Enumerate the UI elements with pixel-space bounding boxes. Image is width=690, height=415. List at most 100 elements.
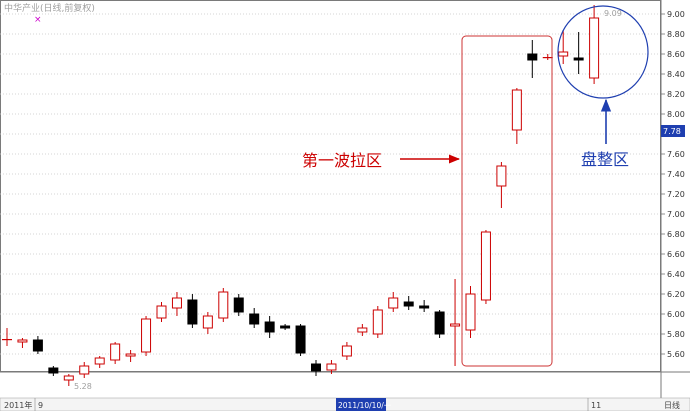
high-price-label: 9.09 [604, 9, 622, 18]
ytick-label: 7.20 [667, 190, 685, 199]
ytick-label: 7.40 [667, 170, 685, 179]
candle [2, 328, 12, 346]
ytick-label: 6.40 [667, 270, 685, 279]
candle [434, 310, 445, 338]
candle-body-down [233, 297, 244, 313]
candle [542, 54, 553, 60]
candle-body-up [218, 291, 229, 319]
candle-body-up [125, 353, 136, 357]
xaxis-date: 2011/10/10/一 [338, 401, 392, 410]
candle [280, 324, 291, 330]
candle-body-up [341, 345, 352, 357]
candle-body-up [94, 357, 105, 365]
candle [419, 300, 430, 312]
candle-body-down [311, 363, 321, 372]
candle [450, 279, 461, 366]
candle-body-down [32, 339, 43, 352]
ytick-label: 8.20 [667, 90, 685, 99]
candle [341, 342, 352, 360]
header-marker: × [34, 15, 42, 25]
candle [311, 360, 321, 376]
xaxis-month: 9 [38, 401, 43, 410]
candle [264, 316, 275, 338]
candle-body-up [2, 339, 12, 341]
candle-body-up [110, 343, 121, 361]
consolidation-ellipse [557, 5, 649, 99]
ytick-label: 8.80 [667, 30, 685, 39]
candle [480, 230, 491, 304]
ytick-label: 8.40 [667, 70, 685, 79]
candle [187, 294, 198, 328]
candle [110, 342, 121, 364]
candle-body-up [156, 305, 167, 319]
ytick-label: 6.80 [667, 230, 685, 239]
candle [326, 360, 337, 374]
candle-body-up [372, 309, 383, 335]
candle [48, 366, 59, 376]
xaxis-year: 2011年 [4, 400, 32, 410]
candle [388, 292, 399, 312]
candle-body-up [450, 323, 461, 327]
candle [94, 356, 105, 368]
ytick-label: 6.00 [667, 310, 685, 319]
candle-body-up [141, 318, 152, 353]
candle [558, 30, 569, 64]
candle [233, 294, 244, 316]
candle-body-up [79, 365, 90, 375]
candle [249, 308, 260, 328]
candle-body-down [295, 325, 306, 354]
candle-body-up [63, 375, 74, 381]
rally-zone-box [461, 35, 553, 367]
candle [156, 302, 167, 322]
candle-body-down [280, 325, 291, 329]
candle-body-down [573, 57, 584, 61]
candle [17, 338, 28, 348]
ytick-label: 7.60 [667, 150, 685, 159]
candle-body-up [465, 293, 476, 331]
candle [171, 292, 182, 316]
candle-body-down [187, 299, 198, 325]
xaxis-last: 11 [591, 401, 601, 410]
candle [202, 312, 213, 334]
candle-body-down [249, 313, 260, 325]
price-tag-box [661, 125, 685, 137]
candle-body-up [589, 17, 600, 79]
candle-body-down [48, 367, 59, 374]
candle-body-down [264, 321, 275, 333]
candle [589, 5, 600, 84]
candle-body-up [480, 231, 491, 301]
wave-annotation: 第一波拉区 [302, 151, 382, 170]
chart-title: 中华产业(日线,前复权) [4, 2, 95, 14]
consolidation-annotation: 盘整区 [581, 150, 629, 169]
ytick-label: 9.00 [667, 10, 685, 19]
candle [403, 296, 414, 310]
candle [372, 306, 383, 338]
candle-body-down [434, 311, 445, 335]
ytick-label: 6.20 [667, 290, 685, 299]
candle [218, 288, 229, 322]
candle-body-up [326, 363, 337, 371]
xaxis-right-label: 日线 [664, 400, 680, 410]
candle-body-down [527, 53, 538, 61]
candle [511, 88, 522, 144]
ytick-label: 7.00 [667, 210, 685, 219]
ytick-label: 5.60 [667, 350, 685, 359]
candle [125, 350, 136, 362]
candle-body-up [558, 51, 569, 57]
ytick-label: 8.60 [667, 50, 685, 59]
candle-body-up [171, 297, 182, 309]
candle [527, 40, 538, 78]
candle-body-up [511, 89, 522, 131]
candle-body-up [202, 315, 213, 329]
candle-body-up [17, 339, 28, 343]
candle-layer [2, 5, 600, 386]
grid-layer: 9.008.808.608.408.208.007.807.607.407.20… [0, 10, 685, 359]
candle [63, 374, 74, 386]
candle [357, 324, 368, 336]
low-price-label: 5.28 [74, 382, 92, 391]
candle [573, 32, 584, 74]
ytick-label: 8.00 [667, 110, 685, 119]
xaxis-date-highlight [336, 398, 386, 411]
candle [496, 162, 507, 208]
